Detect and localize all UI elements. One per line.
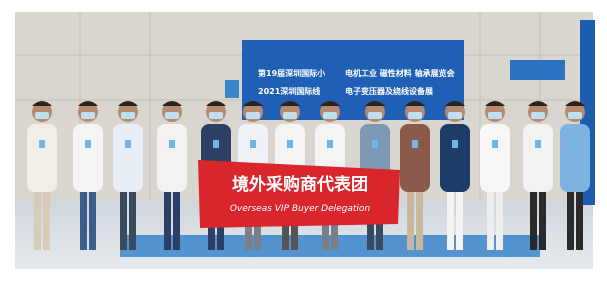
person-part bbox=[73, 124, 103, 192]
person-part bbox=[492, 140, 498, 148]
person-part bbox=[531, 112, 545, 119]
blue-carpet bbox=[120, 235, 540, 257]
person-part bbox=[125, 140, 131, 148]
person-part bbox=[488, 112, 502, 119]
person-part bbox=[323, 112, 337, 119]
person-part bbox=[81, 112, 95, 119]
person-part bbox=[523, 124, 553, 192]
person-part bbox=[568, 112, 582, 119]
person-part bbox=[34, 188, 41, 250]
person-part bbox=[283, 112, 297, 119]
person-part bbox=[576, 188, 583, 250]
person-part bbox=[246, 112, 260, 119]
person-part bbox=[89, 188, 96, 250]
person-part bbox=[121, 112, 135, 119]
person-part bbox=[400, 124, 430, 192]
person-part bbox=[85, 140, 91, 148]
person-part bbox=[440, 124, 470, 192]
person-part bbox=[372, 140, 378, 148]
person-part bbox=[169, 140, 175, 148]
pillar-sign bbox=[225, 80, 239, 98]
person-part bbox=[368, 112, 382, 119]
person-part bbox=[129, 188, 136, 250]
person-part bbox=[480, 124, 510, 192]
person-part bbox=[452, 140, 458, 148]
person-part bbox=[539, 188, 546, 250]
backdrop bbox=[242, 40, 464, 120]
person-part bbox=[572, 140, 578, 148]
person-part bbox=[447, 188, 454, 250]
photo: 第19届深圳国际小 电机工业 磁性材料 轴承展览会 2021深圳国际线 电子变压… bbox=[0, 0, 607, 281]
person-part bbox=[39, 140, 45, 148]
person-part bbox=[120, 188, 127, 250]
person-part bbox=[173, 188, 180, 250]
person-part bbox=[113, 124, 143, 192]
banner-title: 境外采购商代表团 bbox=[232, 174, 368, 195]
person-part bbox=[560, 124, 590, 192]
backdrop-text: 电子变压器及绕线设备展 bbox=[345, 86, 433, 96]
banner-subtitle: Overseas VIP Buyer Delegation bbox=[230, 204, 371, 214]
person-part bbox=[416, 188, 423, 250]
person-part bbox=[80, 188, 87, 250]
person-part bbox=[408, 112, 422, 119]
person-part bbox=[530, 188, 537, 250]
person-part bbox=[209, 112, 223, 119]
person-part bbox=[567, 188, 574, 250]
person-part bbox=[165, 112, 179, 119]
hanging-sign bbox=[510, 60, 565, 80]
person-part bbox=[43, 188, 50, 250]
person-part bbox=[250, 140, 256, 148]
person-part bbox=[164, 188, 171, 250]
person-part bbox=[213, 140, 219, 148]
backdrop-text: 第19届深圳国际小 bbox=[258, 68, 325, 78]
page: 第19届深圳国际小 电机工业 磁性材料 轴承展览会 2021深圳国际线 电子变压… bbox=[0, 0, 607, 281]
person-part bbox=[496, 188, 503, 250]
backdrop-text: 2021深圳国际线 bbox=[258, 86, 320, 96]
backdrop-text: 电机工业 磁性材料 轴承展览会 bbox=[345, 68, 455, 78]
person-part bbox=[327, 140, 333, 148]
person-part bbox=[535, 140, 541, 148]
person-part bbox=[456, 188, 463, 250]
person-part bbox=[407, 188, 414, 250]
person-part bbox=[412, 140, 418, 148]
person-part bbox=[35, 112, 49, 119]
person-part bbox=[287, 140, 293, 148]
person-part bbox=[448, 112, 462, 119]
person-part bbox=[27, 124, 57, 192]
person-part bbox=[157, 124, 187, 192]
person-part bbox=[487, 188, 494, 250]
